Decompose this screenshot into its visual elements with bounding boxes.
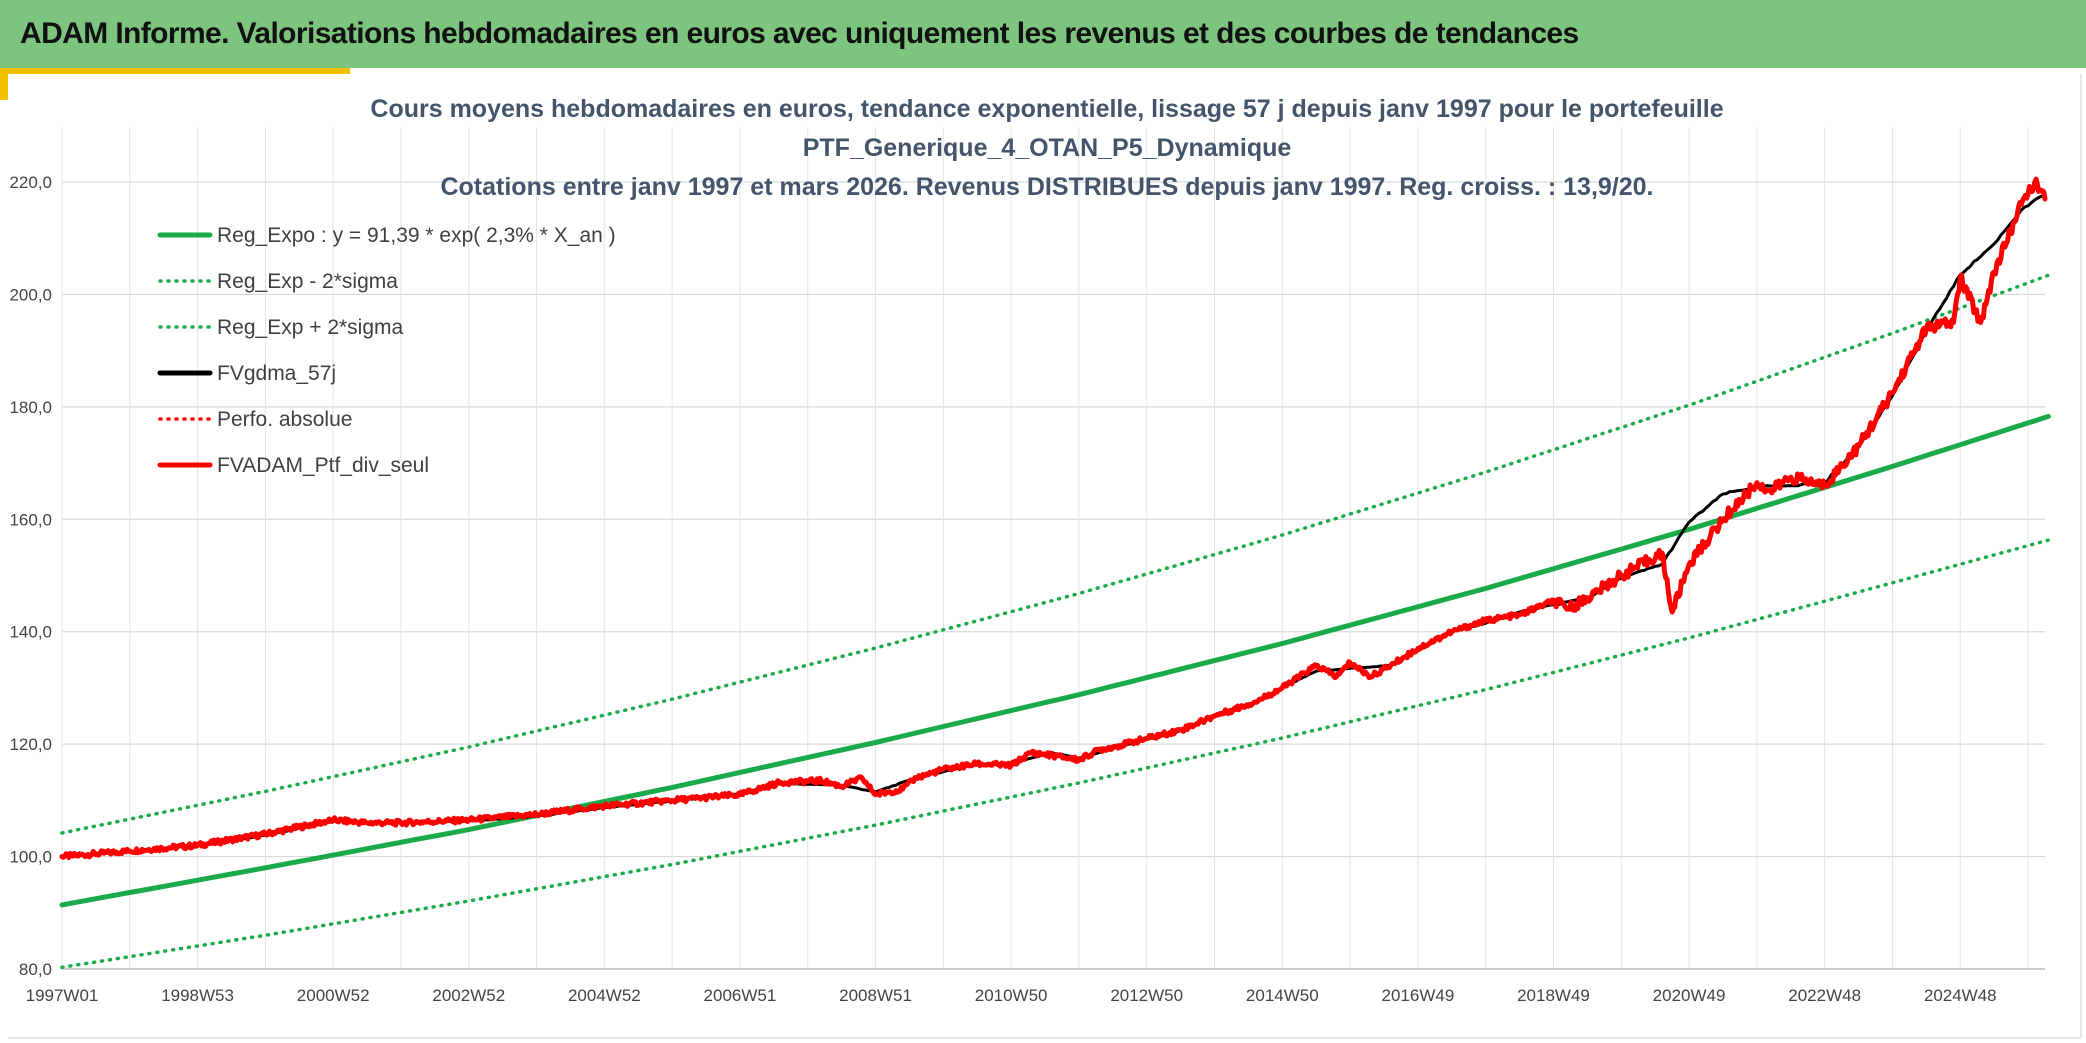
y-tick-label: 180,0 [9, 398, 52, 417]
legend: Reg_Expo : y = 91,39 * exp( 2,3% * X_an … [157, 224, 616, 477]
x-tick-label: 1997W01 [26, 986, 99, 1005]
x-tick-label: 2020W49 [1653, 986, 1726, 1005]
y-tick-label: 160,0 [9, 510, 52, 529]
x-tick-label: 2024W48 [1924, 986, 1997, 1005]
legend-label: Perfo. absolue [217, 408, 352, 431]
y-tick-label: 120,0 [9, 735, 52, 754]
y-tick-label: 80,0 [19, 960, 52, 979]
x-tick-label: 2006W51 [704, 986, 777, 1005]
legend-label: FVADAM_Ptf_div_seul [217, 454, 429, 477]
x-tick-label: 2008W51 [839, 986, 912, 1005]
x-tick-label: 2000W52 [297, 986, 370, 1005]
accent-bar-top [0, 68, 350, 74]
y-tick-label: 140,0 [9, 623, 52, 642]
x-tick-label: 2010W50 [975, 986, 1048, 1005]
chart-title-line-2: PTF_Generique_4_OTAN_P5_Dynamique [803, 134, 1292, 162]
series-line-2 [60, 273, 2051, 835]
x-tick-label: 2018W49 [1517, 986, 1590, 1005]
x-tick-label: 2002W52 [432, 986, 505, 1005]
x-tick-label: 2014W50 [1246, 986, 1319, 1005]
x-tick-label: 2022W48 [1788, 986, 1861, 1005]
series-line-0 [59, 413, 2051, 908]
page-title: ADAM Informe. Valorisations hebdomadaire… [20, 17, 1579, 50]
series-lines [59, 176, 2051, 970]
x-tick-label: 1998W53 [161, 986, 234, 1005]
accent-bar-left [0, 68, 8, 100]
banner: ADAM Informe. Valorisations hebdomadaire… [0, 0, 2086, 68]
x-tick-label: 2004W52 [568, 986, 641, 1005]
chart-title-line-3: Cotations entre janv 1997 et mars 2026. … [440, 173, 1653, 201]
series-line-5 [59, 176, 2048, 861]
x-tick-label: 2016W49 [1382, 986, 1455, 1005]
legend-label: Reg_Exp + 2*sigma [217, 316, 404, 339]
grid [61, 127, 2045, 970]
y-tick-label: 220,0 [9, 173, 52, 192]
chart-frame [8, 74, 2082, 1039]
chart-title: Cours moyens hebdomadaires en euros, ten… [370, 95, 1723, 201]
y-tick-label: 100,0 [9, 848, 52, 867]
x-tick-label: 2012W50 [1110, 986, 1183, 1005]
legend-label: FVgdma_57j [217, 362, 336, 385]
x-axis: 1997W01 1998W53 2000W52 2002W52 2004W52 2006W… [26, 968, 2045, 1005]
series-line-1 [60, 538, 2051, 970]
y-tick-label: 200,0 [9, 285, 52, 304]
legend-label: Reg_Expo : y = 91,39 * exp( 2,3% * X_an … [217, 224, 616, 247]
chart-title-line-1: Cours moyens hebdomadaires en euros, ten… [370, 95, 1723, 123]
legend-label: Reg_Exp - 2*sigma [217, 270, 398, 293]
y-axis: 80,0 100,0 120,0 140,0 160,0 180,0 200,0 220,0 [9, 173, 52, 979]
